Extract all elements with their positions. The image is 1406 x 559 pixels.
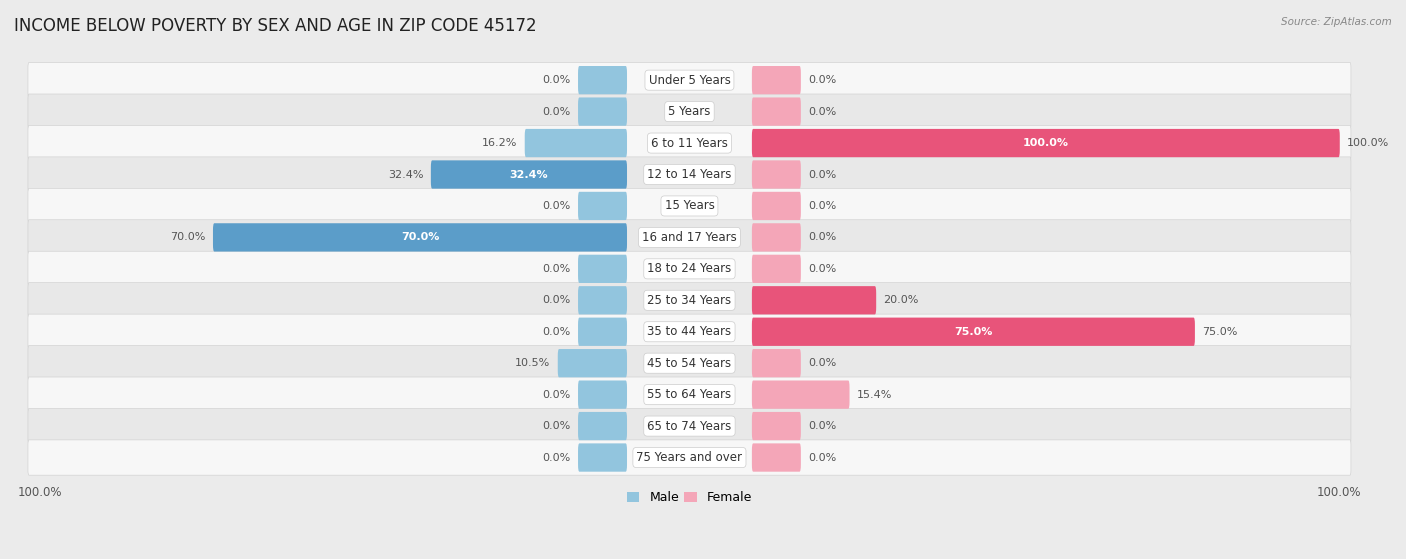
Text: 100.0%: 100.0% <box>1022 138 1069 148</box>
Text: 0.0%: 0.0% <box>543 421 571 431</box>
FancyBboxPatch shape <box>752 286 876 315</box>
Text: INCOME BELOW POVERTY BY SEX AND AGE IN ZIP CODE 45172: INCOME BELOW POVERTY BY SEX AND AGE IN Z… <box>14 17 537 35</box>
Text: 10.5%: 10.5% <box>515 358 550 368</box>
FancyBboxPatch shape <box>28 63 1351 98</box>
Text: 0.0%: 0.0% <box>808 421 837 431</box>
Text: 0.0%: 0.0% <box>808 201 837 211</box>
Text: 25 to 34 Years: 25 to 34 Years <box>647 294 731 307</box>
Text: 32.4%: 32.4% <box>388 169 423 179</box>
Text: 18 to 24 Years: 18 to 24 Years <box>647 262 731 276</box>
FancyBboxPatch shape <box>28 283 1351 318</box>
Text: 0.0%: 0.0% <box>808 264 837 274</box>
FancyBboxPatch shape <box>28 251 1351 286</box>
Text: 0.0%: 0.0% <box>543 264 571 274</box>
FancyBboxPatch shape <box>578 443 627 472</box>
FancyBboxPatch shape <box>752 97 801 126</box>
Text: 16.2%: 16.2% <box>482 138 517 148</box>
Legend: Male, Female: Male, Female <box>621 486 756 509</box>
FancyBboxPatch shape <box>28 125 1351 160</box>
FancyBboxPatch shape <box>752 255 801 283</box>
FancyBboxPatch shape <box>430 160 627 188</box>
FancyBboxPatch shape <box>28 220 1351 255</box>
Text: 0.0%: 0.0% <box>543 327 571 337</box>
Text: 0.0%: 0.0% <box>808 107 837 117</box>
FancyBboxPatch shape <box>578 286 627 315</box>
Text: 0.0%: 0.0% <box>808 358 837 368</box>
FancyBboxPatch shape <box>558 349 627 377</box>
FancyBboxPatch shape <box>212 223 627 252</box>
FancyBboxPatch shape <box>752 443 801 472</box>
FancyBboxPatch shape <box>752 66 801 94</box>
Text: 32.4%: 32.4% <box>509 169 548 179</box>
Text: 35 to 44 Years: 35 to 44 Years <box>647 325 731 338</box>
FancyBboxPatch shape <box>28 157 1351 192</box>
Text: 0.0%: 0.0% <box>543 390 571 400</box>
Text: 5 Years: 5 Years <box>668 105 710 118</box>
FancyBboxPatch shape <box>752 223 801 252</box>
Text: 45 to 54 Years: 45 to 54 Years <box>647 357 731 369</box>
Text: 75 Years and over: 75 Years and over <box>637 451 742 464</box>
Text: Under 5 Years: Under 5 Years <box>648 74 730 87</box>
Text: 0.0%: 0.0% <box>543 453 571 462</box>
FancyBboxPatch shape <box>752 160 801 188</box>
Text: 20.0%: 20.0% <box>883 295 920 305</box>
Text: 0.0%: 0.0% <box>808 169 837 179</box>
Text: 100.0%: 100.0% <box>1347 138 1389 148</box>
Text: 75.0%: 75.0% <box>1202 327 1237 337</box>
FancyBboxPatch shape <box>28 409 1351 444</box>
Text: 70.0%: 70.0% <box>401 233 439 243</box>
Text: 0.0%: 0.0% <box>543 75 571 85</box>
FancyBboxPatch shape <box>578 192 627 220</box>
FancyBboxPatch shape <box>28 94 1351 129</box>
FancyBboxPatch shape <box>752 129 1340 157</box>
FancyBboxPatch shape <box>28 314 1351 349</box>
Text: 0.0%: 0.0% <box>808 453 837 462</box>
FancyBboxPatch shape <box>28 188 1351 224</box>
Text: 65 to 74 Years: 65 to 74 Years <box>647 420 731 433</box>
Text: 75.0%: 75.0% <box>955 327 993 337</box>
FancyBboxPatch shape <box>28 440 1351 475</box>
FancyBboxPatch shape <box>524 129 627 157</box>
FancyBboxPatch shape <box>578 255 627 283</box>
Text: 12 to 14 Years: 12 to 14 Years <box>647 168 731 181</box>
FancyBboxPatch shape <box>28 345 1351 381</box>
FancyBboxPatch shape <box>578 381 627 409</box>
Text: 70.0%: 70.0% <box>170 233 205 243</box>
Text: 0.0%: 0.0% <box>543 295 571 305</box>
Text: Source: ZipAtlas.com: Source: ZipAtlas.com <box>1281 17 1392 27</box>
FancyBboxPatch shape <box>752 192 801 220</box>
FancyBboxPatch shape <box>28 377 1351 412</box>
Text: 55 to 64 Years: 55 to 64 Years <box>647 388 731 401</box>
FancyBboxPatch shape <box>752 349 801 377</box>
Text: 0.0%: 0.0% <box>808 233 837 243</box>
FancyBboxPatch shape <box>752 381 849 409</box>
FancyBboxPatch shape <box>578 66 627 94</box>
FancyBboxPatch shape <box>578 318 627 346</box>
Text: 0.0%: 0.0% <box>543 201 571 211</box>
Text: 15.4%: 15.4% <box>856 390 893 400</box>
FancyBboxPatch shape <box>752 318 1195 346</box>
FancyBboxPatch shape <box>752 412 801 440</box>
Text: 15 Years: 15 Years <box>665 200 714 212</box>
Text: 0.0%: 0.0% <box>808 75 837 85</box>
Text: 6 to 11 Years: 6 to 11 Years <box>651 136 728 150</box>
FancyBboxPatch shape <box>578 412 627 440</box>
FancyBboxPatch shape <box>578 97 627 126</box>
Text: 16 and 17 Years: 16 and 17 Years <box>643 231 737 244</box>
Text: 0.0%: 0.0% <box>543 107 571 117</box>
